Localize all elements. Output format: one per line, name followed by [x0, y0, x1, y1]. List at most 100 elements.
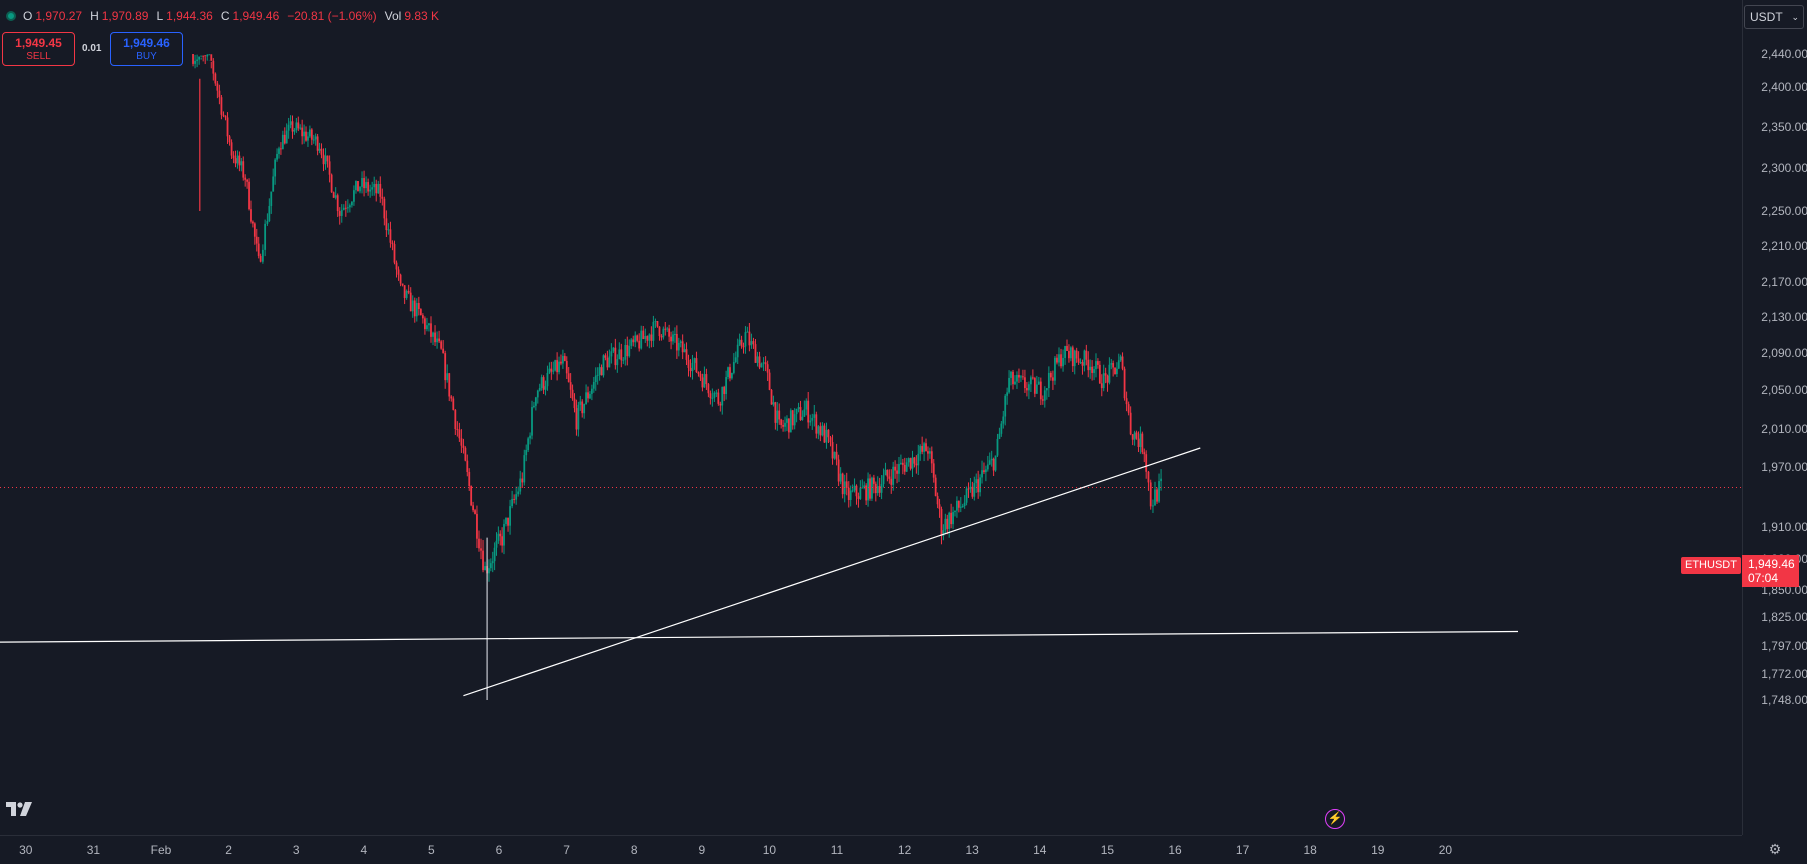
candle-body: [1116, 368, 1118, 375]
candle-body: [444, 353, 447, 381]
candle-body: [948, 512, 951, 529]
buy-button[interactable]: 1,949.46 BUY: [110, 32, 183, 66]
candle-body: [1108, 364, 1111, 383]
candle-body: [493, 547, 496, 562]
candle-body: [1033, 378, 1036, 394]
candle-body: [636, 335, 639, 341]
candle-body: [499, 533, 502, 537]
candle-body: [367, 182, 370, 192]
candle-body: [1041, 399, 1044, 401]
price-chart[interactable]: [0, 0, 1742, 835]
time-axis-label: 3: [292, 843, 300, 857]
price-axis[interactable]: 2,440.00 2,400.00 2,350.00 2,300.00 2,250.00…: [1742, 0, 1807, 835]
candle-body: [573, 398, 576, 409]
candle-body: [428, 323, 430, 326]
currency-dropdown[interactable]: USDT ⌄: [1744, 5, 1804, 29]
bar-countdown: 07:04: [1748, 571, 1779, 585]
candle-body: [328, 161, 331, 175]
candle-body: [923, 443, 925, 452]
candle-body: [415, 302, 418, 317]
price-axis-label: 2,440.00: [1761, 47, 1807, 61]
candle-body: [212, 60, 215, 74]
candle-body: [587, 392, 589, 399]
candle-body: [1020, 376, 1022, 378]
candle-body: [272, 176, 275, 192]
candle-body: [776, 410, 779, 423]
price-axis-label: 2,130.00: [1761, 310, 1807, 324]
candle-body: [581, 401, 584, 414]
tradingview-logo-icon[interactable]: [6, 802, 32, 821]
candle-body: [731, 372, 733, 379]
candle-body: [397, 269, 400, 275]
candle-body: [614, 347, 617, 366]
candle-body: [359, 186, 361, 192]
candle-body: [538, 387, 541, 391]
candle-body: [656, 321, 659, 327]
candle-body: [833, 451, 836, 459]
candle-body: [371, 187, 374, 190]
candle-body: [1143, 452, 1146, 455]
candle-body: [600, 367, 603, 376]
candle-body: [503, 524, 505, 546]
volume-label: Vol: [384, 9, 402, 23]
candle-body: [216, 83, 219, 91]
candle-body: [890, 478, 893, 485]
candle-body: [430, 323, 432, 337]
buy-label: BUY: [136, 51, 157, 62]
candle-body: [589, 393, 591, 399]
candle-body: [756, 356, 759, 363]
gear-icon[interactable]: ⚙: [1768, 841, 1782, 857]
sell-button[interactable]: 1,949.45 SELL: [2, 32, 75, 66]
candle-body: [901, 462, 904, 465]
candle-body: [754, 344, 757, 363]
candle-body: [307, 136, 309, 141]
candle-body: [264, 223, 267, 250]
candle-body: [544, 386, 547, 390]
candle-body: [721, 386, 724, 406]
candle-body: [489, 563, 492, 569]
candle-body: [817, 426, 820, 434]
time-axis[interactable]: 30 31 Feb 2 3 4 5 6 7 8 9 10 11 12 13 14 15 16 17 18 19 20: [0, 835, 1742, 864]
candle-body: [1043, 390, 1046, 401]
candle-body: [841, 473, 844, 495]
candle-body: [801, 416, 804, 420]
candle-body: [612, 347, 615, 352]
candle-body: [813, 414, 816, 418]
candle-body: [452, 398, 455, 410]
candle-body: [1156, 489, 1158, 502]
candle-body: [981, 470, 983, 478]
price-axis-label: 2,090.00: [1761, 346, 1807, 360]
candle-body: [338, 211, 341, 216]
candle-body: [491, 561, 494, 564]
candle-body: [1073, 350, 1076, 367]
candle-body: [563, 355, 566, 361]
candle-body: [575, 408, 578, 430]
candle-body: [911, 457, 914, 469]
candle-body: [248, 181, 250, 210]
candle-body: [598, 367, 601, 375]
candle-body: [515, 494, 518, 500]
candle-body: [1022, 376, 1024, 378]
candle-body: [456, 429, 459, 431]
candle-body: [438, 338, 441, 342]
time-axis-label: 7: [563, 843, 570, 857]
chart-area[interactable]: [0, 0, 1742, 835]
candle-body: [791, 410, 794, 426]
candle-body: [274, 159, 277, 177]
lightning-icon[interactable]: ⚡: [1325, 809, 1345, 829]
candle-body: [654, 321, 657, 323]
candle-body: [648, 334, 651, 341]
candle-body: [1054, 357, 1056, 381]
candle-body: [1035, 384, 1038, 394]
candle-body: [652, 321, 655, 341]
candle-body: [1006, 392, 1009, 396]
candle-body: [385, 218, 388, 230]
price-axis-label: 1,910.00: [1761, 520, 1807, 534]
candle-body: [1102, 373, 1105, 389]
candle-body: [681, 341, 684, 353]
candle-body: [839, 473, 842, 482]
candle-body: [711, 397, 714, 399]
candle-body: [1131, 434, 1134, 440]
candle-body: [507, 517, 509, 526]
candle-body: [640, 330, 643, 349]
